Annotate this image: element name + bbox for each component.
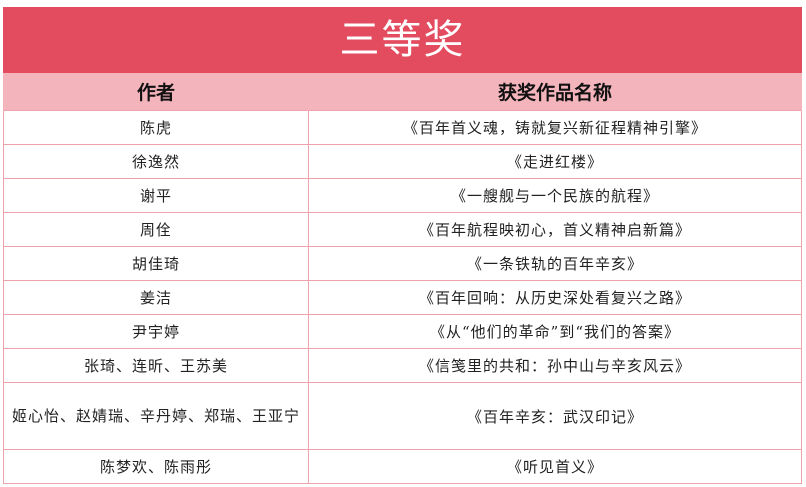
work-cell: 《听见首义》 <box>308 449 802 484</box>
header-row: 作者 获奖作品名称 <box>3 73 802 111</box>
author-cell: 尹宇婷 <box>3 314 309 349</box>
table-row: 谢平 《一艘舰与一个民族的航程》 <box>3 178 802 213</box>
work-cell: 《走进红楼》 <box>308 144 802 179</box>
award-table-sheet: 三等奖 作者 获奖作品名称 陈虎 《百年首义魂，铸就复兴新征程精神引擎》 徐逸然《… <box>3 7 802 484</box>
work-cell: 《一条铁轨的百年辛亥》 <box>308 246 802 281</box>
author-cell: 胡佳琦 <box>3 246 309 281</box>
author-cell: 张琦、连昕、王苏美 <box>3 348 309 383</box>
table-row: 徐逸然 《走进红楼》 <box>3 144 802 179</box>
author-cell: 谢平 <box>3 178 309 213</box>
author-cell: 姬心怡、赵婧瑞、辛丹婷、郑瑞、王亚宁 <box>3 382 309 450</box>
header-work: 获奖作品名称 <box>308 73 802 111</box>
work-cell: 《一艘舰与一个民族的航程》 <box>308 178 802 213</box>
award-table: 作者 获奖作品名称 陈虎 《百年首义魂，铸就复兴新征程精神引擎》 徐逸然 《走进红楼… <box>3 73 802 484</box>
table-row: 姜洁 《百年回响：从历史深处看复兴之路》 <box>3 280 802 315</box>
table-row: 陈虎 《百年首义魂，铸就复兴新征程精神引擎》 <box>3 110 802 145</box>
table-row: 陈梦欢、陈雨彤 《听见首义》 <box>3 449 802 484</box>
table-row: 周佺 《百年航程映初心，首义精神启新篇》 <box>3 212 802 247</box>
author-cell: 姜洁 <box>3 280 309 315</box>
author-cell: 陈梦欢、陈雨彤 <box>3 449 309 484</box>
work-cell: 《百年航程映初心，首义精神启新篇》 <box>308 212 802 247</box>
award-title: 三等奖 <box>3 7 802 73</box>
author-cell: 徐逸然 <box>3 144 309 179</box>
work-cell: 《百年回响：从历史深处看复兴之路》 <box>308 280 802 315</box>
work-cell: 《百年首义魂，铸就复兴新征程精神引擎》 <box>308 110 802 145</box>
work-cell: 《信笺里的共和：孙中山与辛亥风云》 <box>308 348 802 383</box>
header-author: 作者 <box>3 73 309 111</box>
work-cell: 《从“他们的革命”到“我们的答案》 <box>308 314 802 349</box>
work-cell: 《百年辛亥：武汉印记》 <box>308 382 802 450</box>
author-cell: 周佺 <box>3 212 309 247</box>
table-row: 尹宇婷 《从“他们的革命”到“我们的答案》 <box>3 314 802 349</box>
table-row: 姬心怡、赵婧瑞、辛丹婷、郑瑞、王亚宁 《百年辛亥：武汉印记》 <box>3 382 802 450</box>
table-row: 胡佳琦 《一条铁轨的百年辛亥》 <box>3 246 802 281</box>
author-cell: 陈虎 <box>3 110 309 145</box>
table-row: 张琦、连昕、王苏美 《信笺里的共和：孙中山与辛亥风云》 <box>3 348 802 383</box>
